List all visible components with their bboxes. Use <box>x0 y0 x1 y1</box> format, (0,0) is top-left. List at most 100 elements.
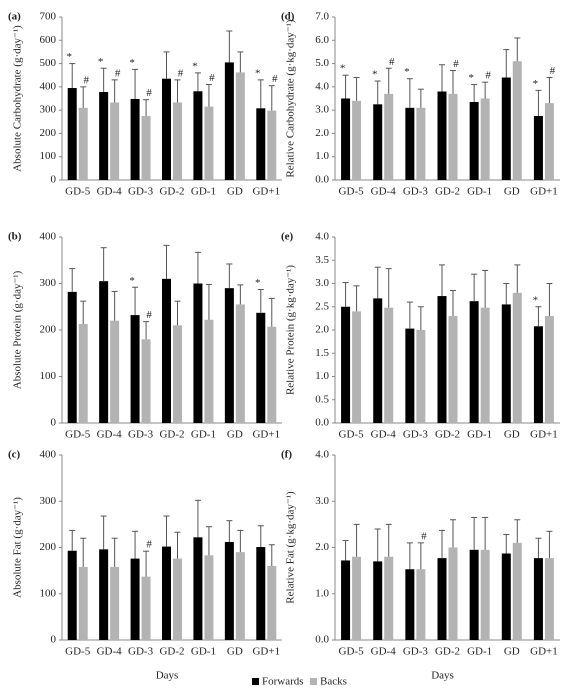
panel-label: (e) <box>281 231 294 243</box>
y-tick-label: 200 <box>40 127 57 139</box>
y-tick-label: 1.0 <box>315 587 329 599</box>
significance-marker: * <box>533 78 539 90</box>
y-tick-label: 4.0 <box>315 231 329 243</box>
y-tick-label: 100 <box>40 150 57 162</box>
y-tick-label: 3.0 <box>315 104 329 116</box>
bar <box>162 78 171 180</box>
bar <box>110 566 120 640</box>
significance-marker: * <box>533 294 539 306</box>
x-tick-label: GD+1 <box>252 429 280 441</box>
x-tick-label: GD-5 <box>65 186 91 198</box>
y-axis-title: Relative Protein (g·kg·day⁻¹) <box>285 265 297 395</box>
significance-marker: # <box>178 67 184 79</box>
x-tick-label: GD <box>227 186 243 198</box>
x-tick-label: GD-4 <box>371 646 397 658</box>
bar <box>533 326 543 423</box>
y-tick-label: 0.0 <box>315 417 329 429</box>
x-axis-title: Days <box>431 670 454 682</box>
bar <box>267 326 277 423</box>
y-tick-label: 0.0 <box>315 174 329 186</box>
y-tick-label: 4.0 <box>315 449 329 461</box>
bar <box>373 104 383 180</box>
bar <box>437 91 447 180</box>
significance-marker: # <box>146 539 152 551</box>
bar <box>437 558 447 640</box>
x-tick-label: GD-3 <box>403 186 429 198</box>
bar <box>99 549 109 640</box>
y-tick-label: 300 <box>40 495 57 507</box>
bar <box>110 102 120 180</box>
significance-marker: # <box>421 530 427 542</box>
bar <box>224 288 234 423</box>
bar <box>130 98 140 180</box>
bar <box>141 339 151 423</box>
x-tick-label: GD+1 <box>252 646 280 658</box>
significance-marker: # <box>146 87 152 99</box>
x-tick-label: GD <box>504 429 520 441</box>
x-tick-label: GD-3 <box>128 186 154 198</box>
y-tick-label: 1.5 <box>315 347 329 359</box>
bar <box>512 292 522 423</box>
y-tick-label: 200 <box>40 324 57 336</box>
bar <box>224 62 234 180</box>
y-tick-label: 2.5 <box>315 300 329 312</box>
y-tick-label: 0 <box>51 634 57 646</box>
bar <box>256 547 266 640</box>
significance-marker: * <box>404 66 410 78</box>
y-tick-label: 500 <box>40 57 57 69</box>
bar <box>141 576 151 640</box>
significance-marker: # <box>115 67 121 79</box>
bar <box>448 547 458 640</box>
y-tick-label: 0.0 <box>315 634 329 646</box>
x-tick-label: GD-5 <box>339 646 365 658</box>
bar <box>110 320 120 423</box>
x-tick-label: GD-3 <box>128 646 154 658</box>
x-tick-label: GD+1 <box>252 186 280 198</box>
bar <box>544 103 554 180</box>
bar <box>501 304 511 423</box>
bar <box>469 549 479 640</box>
x-tick-label: GD-5 <box>65 646 91 658</box>
bar <box>256 312 266 423</box>
bar <box>78 323 88 423</box>
y-axis-title: Absolute Fat (g·day⁻¹) <box>12 497 24 598</box>
significance-marker: # <box>389 56 395 68</box>
bar <box>416 330 426 423</box>
bar <box>130 558 140 640</box>
bar <box>544 558 554 640</box>
bar <box>193 91 203 180</box>
x-tick-label: GD-1 <box>191 429 216 441</box>
bar <box>448 93 458 180</box>
x-tick-label: GD-2 <box>435 186 460 198</box>
bar <box>193 283 203 423</box>
panel-label: (a) <box>8 11 21 23</box>
y-tick-label: 400 <box>40 449 57 461</box>
y-tick-label: 700 <box>40 11 57 23</box>
panel-label: (b) <box>8 231 22 243</box>
x-tick-label: GD <box>227 429 243 441</box>
significance-marker: # <box>146 309 152 321</box>
bar <box>267 110 277 180</box>
x-tick-label: GD-3 <box>403 646 429 658</box>
bar <box>501 553 511 640</box>
x-tick-label: GD-4 <box>97 429 123 441</box>
bar <box>235 552 245 640</box>
bar <box>78 107 88 180</box>
y-tick-label: 3.5 <box>315 254 329 266</box>
y-tick-label: 3.0 <box>315 495 329 507</box>
x-tick-label: GD-1 <box>191 646 216 658</box>
legend-label: Forwards <box>262 676 304 688</box>
bar <box>405 569 415 640</box>
x-tick-label: GD-1 <box>467 429 492 441</box>
significance-marker: * <box>340 63 346 75</box>
bar <box>341 98 351 180</box>
bar <box>512 61 522 180</box>
bar <box>235 304 245 423</box>
y-tick-label: 5.0 <box>315 57 329 69</box>
y-tick-label: 2.0 <box>315 541 329 553</box>
significance-marker: # <box>485 70 491 82</box>
bar <box>405 107 415 180</box>
x-tick-label: GD-4 <box>371 186 397 198</box>
bar <box>204 106 214 180</box>
x-tick-label: GD-1 <box>191 186 216 198</box>
